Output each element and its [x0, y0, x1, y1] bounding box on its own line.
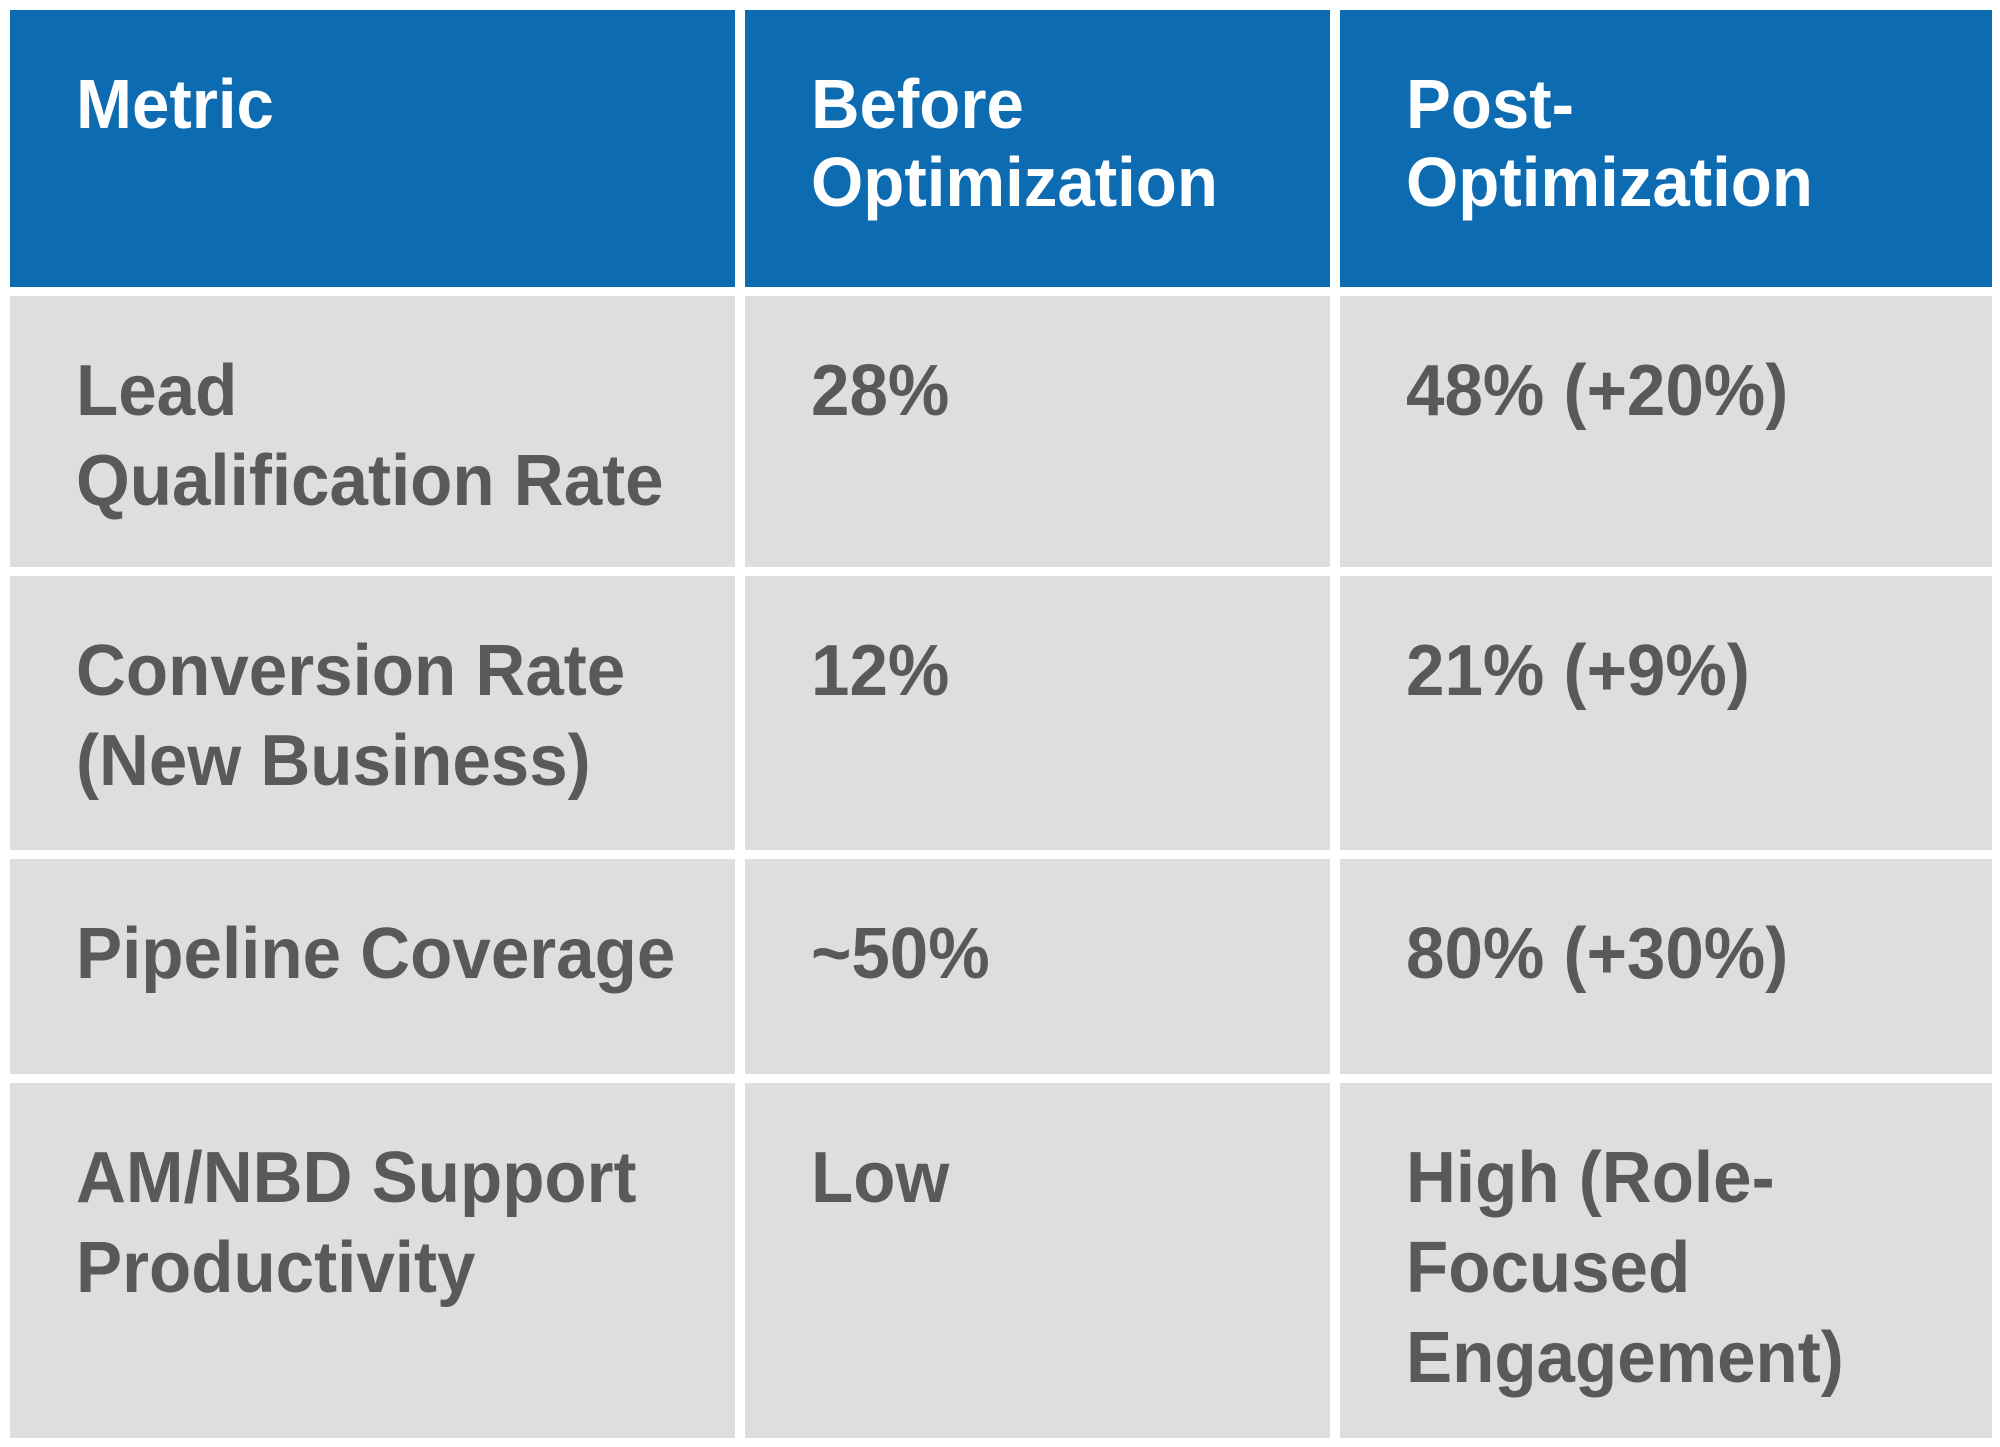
table-row-3-before-value: ~50% [745, 859, 1330, 1074]
metric-label-pipeline-coverage: Pipeline Coverage [76, 914, 676, 994]
metric-label-conversion-rate: Conversion Rate (New Business) [76, 631, 626, 801]
value-pipeline-coverage-before: ~50% [811, 914, 990, 994]
table-row-2-post-value: 21% (+9%) [1340, 576, 1992, 850]
header-cell-before-optimization: Before Optimization [745, 10, 1330, 287]
table-row-4-before-value: Low [745, 1083, 1330, 1438]
table-row-3-metric: Pipeline Coverage [10, 859, 735, 1074]
value-lead-qualification-post: 48% (+20%) [1406, 351, 1789, 431]
table-row-2-before-value: 12% [745, 576, 1330, 850]
header-label-post-optimization: Post- Optimization [1406, 65, 1813, 221]
value-lead-qualification-before: 28% [811, 351, 950, 431]
header-label-metric: Metric [76, 65, 274, 143]
value-am-nbd-support-before: Low [811, 1138, 950, 1218]
table-row-4-metric: AM/NBD Support Productivity [10, 1083, 735, 1438]
metric-label-am-nbd-support-productivity: AM/NBD Support Productivity [76, 1138, 637, 1308]
table-row-2-metric: Conversion Rate (New Business) [10, 576, 735, 850]
header-cell-post-optimization: Post- Optimization [1340, 10, 1992, 287]
value-conversion-rate-before: 12% [811, 631, 950, 711]
table-row-1-before-value: 28% [745, 296, 1330, 567]
table-row-4-post-value: High (Role- Focused Engagement) [1340, 1083, 1992, 1438]
value-am-nbd-support-post: High (Role- Focused Engagement) [1406, 1138, 1844, 1398]
table-row-3-post-value: 80% (+30%) [1340, 859, 1992, 1074]
header-cell-metric: Metric [10, 10, 735, 287]
value-conversion-rate-post: 21% (+9%) [1406, 631, 1750, 711]
header-label-before-optimization: Before Optimization [811, 65, 1218, 221]
metric-label-lead-qualification-rate: Lead Qualification Rate [76, 351, 664, 521]
table-row-1-post-value: 48% (+20%) [1340, 296, 1992, 567]
table-row-1-metric: Lead Qualification Rate [10, 296, 735, 567]
value-pipeline-coverage-post: 80% (+30%) [1406, 914, 1789, 994]
